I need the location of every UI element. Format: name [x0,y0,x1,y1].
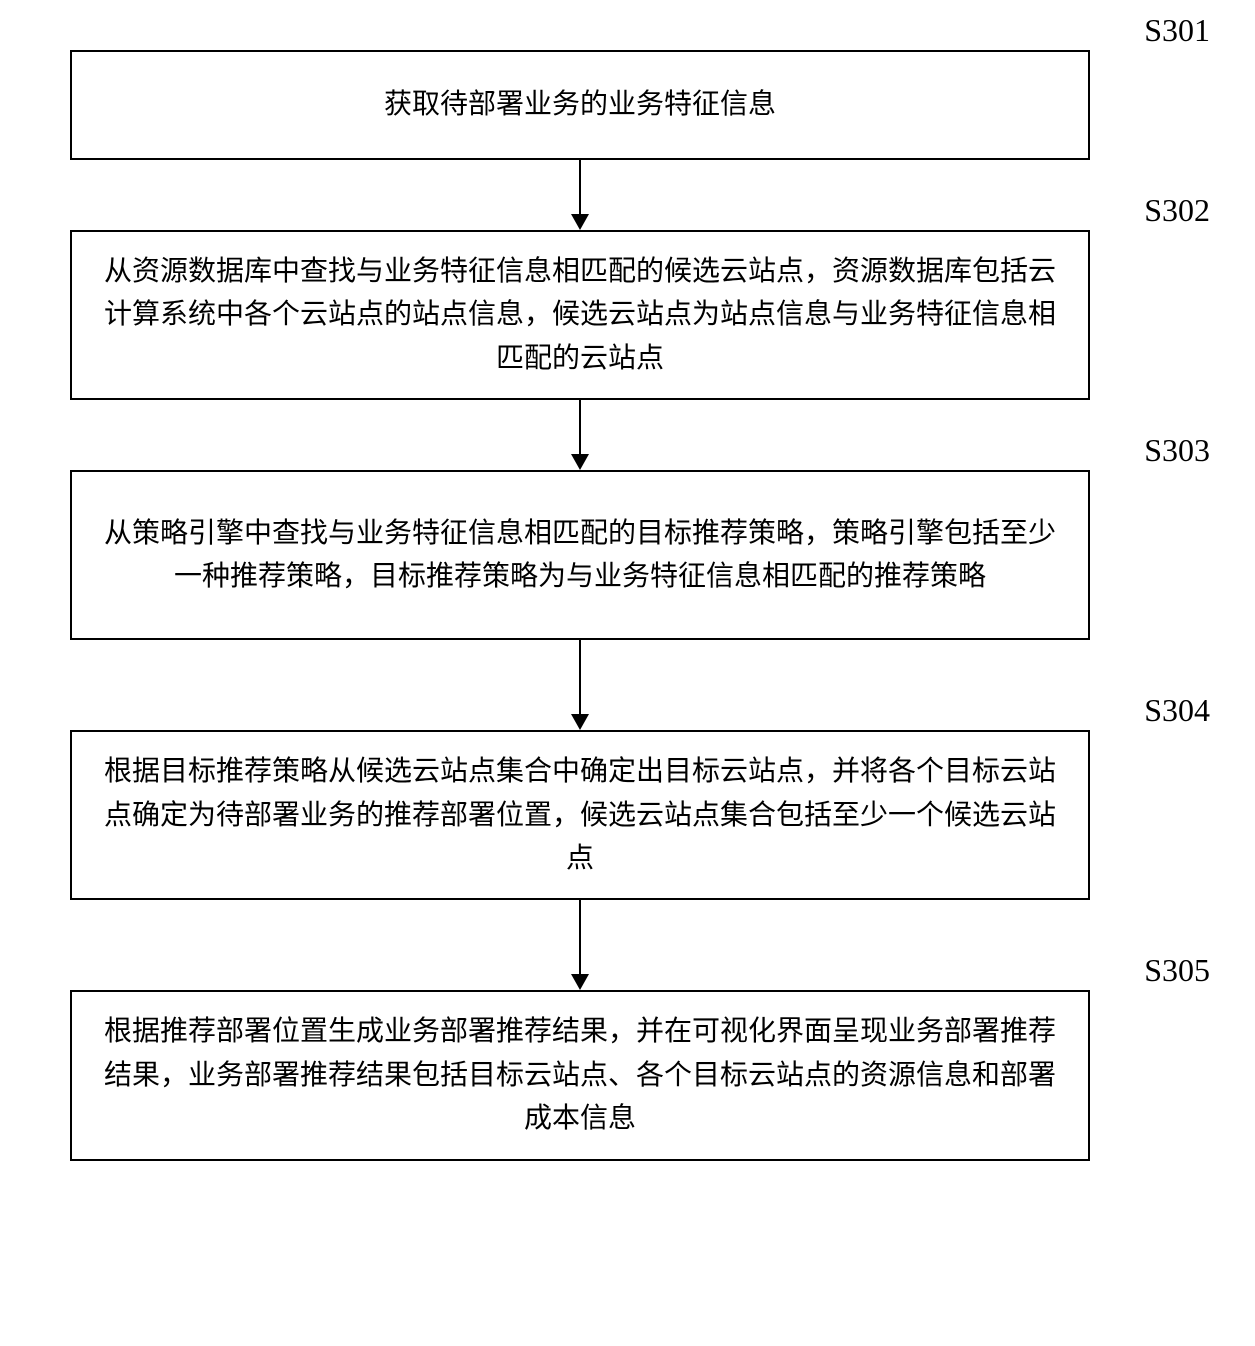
step-text-s301: 获取待部署业务的业务特征信息 [384,83,776,126]
step-box-s303: 从策略引擎中查找与业务特征信息相匹配的目标推荐策略，策略引擎包括至少一种推荐策略… [70,470,1090,640]
step-s301-wrap: S301 获取待部署业务的业务特征信息 [70,50,1090,160]
arrow-line [579,900,581,978]
arrow-head-icon [571,714,589,730]
arrow-s304-s305 [70,900,1090,990]
step-box-s302: 从资源数据库中查找与业务特征信息相匹配的候选云站点，资源数据库包括云计算系统中各… [70,230,1090,400]
arrow-line [579,400,581,458]
arrow-line [579,640,581,718]
step-text-s304: 根据目标推荐策略从候选云站点集合中确定出目标云站点，并将各个目标云站点确定为待部… [96,750,1064,880]
step-s303-wrap: S303 从策略引擎中查找与业务特征信息相匹配的目标推荐策略，策略引擎包括至少一… [70,470,1090,640]
arrow-head-icon [571,454,589,470]
step-text-s303: 从策略引擎中查找与业务特征信息相匹配的目标推荐策略，策略引擎包括至少一种推荐策略… [96,512,1064,599]
arrow-head-icon [571,974,589,990]
step-s304-wrap: S304 根据目标推荐策略从候选云站点集合中确定出目标云站点，并将各个目标云站点… [70,730,1090,900]
arrow-head-icon [571,214,589,230]
step-s305-wrap: S305 根据推荐部署位置生成业务部署推荐结果，并在可视化界面呈现业务部署推荐结… [70,990,1090,1160]
step-box-s304: 根据目标推荐策略从候选云站点集合中确定出目标云站点，并将各个目标云站点确定为待部… [70,730,1090,900]
step-box-s305: 根据推荐部署位置生成业务部署推荐结果，并在可视化界面呈现业务部署推荐结果，业务部… [70,990,1090,1160]
step-text-s305: 根据推荐部署位置生成业务部署推荐结果，并在可视化界面呈现业务部署推荐结果，业务部… [96,1010,1064,1140]
step-label-s305: S305 [1144,952,1210,989]
arrow-s302-s303 [70,400,1090,470]
step-box-s301: 获取待部署业务的业务特征信息 [70,50,1090,160]
arrow-s303-s304 [70,640,1090,730]
flowchart-container: S301 获取待部署业务的业务特征信息 S302 从资源数据库中查找与业务特征信… [40,50,1120,1161]
step-label-s301: S301 [1144,12,1210,49]
step-label-s304: S304 [1144,692,1210,729]
step-label-s303: S303 [1144,432,1210,469]
arrow-line [579,160,581,218]
step-s302-wrap: S302 从资源数据库中查找与业务特征信息相匹配的候选云站点，资源数据库包括云计… [70,230,1090,400]
step-text-s302: 从资源数据库中查找与业务特征信息相匹配的候选云站点，资源数据库包括云计算系统中各… [96,250,1064,380]
arrow-s301-s302 [70,160,1090,230]
step-label-s302: S302 [1144,192,1210,229]
